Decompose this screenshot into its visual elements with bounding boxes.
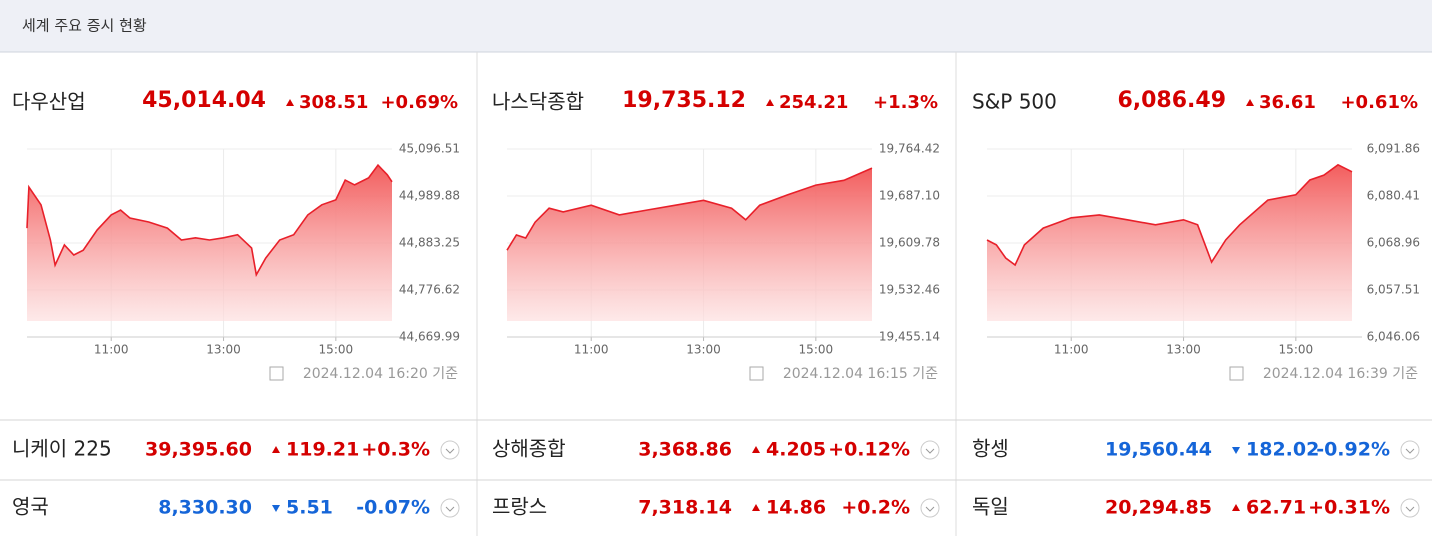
market-change-pct: +0.12% [828,439,910,461]
market-price: 7,318.14 [638,497,732,519]
market-change-pct: +0.2% [841,497,910,519]
direction-arrow [766,99,774,106]
timestamp: 2024.12.04 16:39 기준 [1263,366,1418,382]
direction-arrow [272,446,280,453]
y-tick-label: 6,046.06 [1367,330,1420,344]
x-tick-label: 11:00 [574,343,609,357]
market-change-pct: +0.31% [1308,497,1390,519]
x-tick-label: 15:00 [799,343,834,357]
market-name: 니케이 225 [12,437,112,461]
chevron [445,506,455,512]
index-price: 19,735.12 [622,88,746,113]
x-tick-label: 13:00 [1166,343,1201,357]
header-title: 세계 주요 증시 현황 [22,17,147,35]
index-price: 45,014.04 [142,88,266,113]
index-name: S&P 500 [972,90,1057,114]
x-tick-label: 15:00 [319,343,354,357]
area-fill [987,164,1352,321]
timestamp: 2024.12.04 16:20 기준 [303,366,458,382]
market-change-pct: -0.92% [1316,439,1390,461]
market-name: 영국 [12,495,49,519]
market-name: 상해종합 [492,437,566,461]
expand-button[interactable] [1400,440,1420,460]
direction-arrow [752,504,760,511]
x-tick-label: 11:00 [94,343,129,357]
market-price: 3,368.86 [638,439,732,461]
market-change: 14.86 [766,497,826,519]
y-tick-label: 6,057.51 [1367,283,1420,297]
y-tick-label: 6,080.41 [1367,189,1420,203]
chevron [1405,448,1415,454]
index-change-pct: +0.69% [380,92,458,113]
y-tick-label: 19,609.78 [879,236,940,250]
expand-button[interactable] [920,440,940,460]
calendar-icon [269,366,284,381]
direction-arrow [1246,99,1254,106]
direction-arrow [286,99,294,106]
market-change: 62.71 [1246,497,1306,519]
x-tick-label: 11:00 [1054,343,1089,357]
y-tick-label: 44,669.99 [399,330,460,344]
area-fill [507,168,872,321]
market-change: 4.205 [766,439,826,461]
calendar-icon [1229,366,1244,381]
y-tick-label: 6,091.86 [1367,142,1420,156]
direction-arrow [1232,504,1240,511]
index-price: 6,086.49 [1117,88,1226,113]
x-tick-label: 13:00 [686,343,721,357]
header-bar [0,0,1432,52]
expand-button[interactable] [920,498,940,518]
market-change-pct: -0.07% [356,497,430,519]
index-change: 308.51 [299,92,368,113]
expand-button[interactable] [440,498,460,518]
y-tick-label: 44,989.88 [399,189,460,203]
market-price: 20,294.85 [1105,497,1212,519]
area-fill [27,165,392,321]
market-name: 프랑스 [492,495,547,519]
price-line [986,163,1353,267]
calendar-icon [749,366,764,381]
price-line [26,163,393,278]
market-price: 39,395.60 [145,439,252,461]
y-tick-label: 19,687.10 [879,189,940,203]
chevron [925,506,935,512]
y-tick-label: 19,764.42 [879,142,940,156]
y-tick-label: 44,883.25 [399,236,460,250]
market-name: 독일 [972,495,1009,519]
direction-arrow [752,446,760,453]
direction-arrow [272,505,280,512]
y-tick-label: 45,096.51 [399,142,460,156]
index-change-pct: +0.61% [1340,92,1418,113]
market-change: 5.51 [286,497,333,519]
index-change: 254.21 [779,92,848,113]
market-name: 항셍 [972,437,1009,461]
index-name: 나스닥종합 [492,90,584,114]
market-change: 182.02 [1246,439,1319,461]
market-price: 19,560.44 [1105,439,1212,461]
chevron [1405,506,1415,512]
market-price: 8,330.30 [158,497,252,519]
timestamp: 2024.12.04 16:15 기준 [783,366,938,382]
chevron [445,448,455,454]
direction-arrow [1232,447,1240,454]
price-line [506,167,873,251]
x-tick-label: 13:00 [206,343,241,357]
y-tick-label: 44,776.62 [399,283,460,297]
expand-button[interactable] [1400,498,1420,518]
x-tick-label: 15:00 [1279,343,1314,357]
chevron [925,448,935,454]
market-change-pct: +0.3% [361,439,430,461]
market-change: 119.21 [286,439,359,461]
index-change: 36.61 [1259,92,1316,113]
expand-button[interactable] [440,440,460,460]
index-name: 다우산업 [12,90,86,114]
y-tick-label: 19,455.14 [879,330,940,344]
y-tick-label: 19,532.46 [879,283,940,297]
y-tick-label: 6,068.96 [1367,236,1420,250]
index-change-pct: +1.3% [873,92,938,113]
